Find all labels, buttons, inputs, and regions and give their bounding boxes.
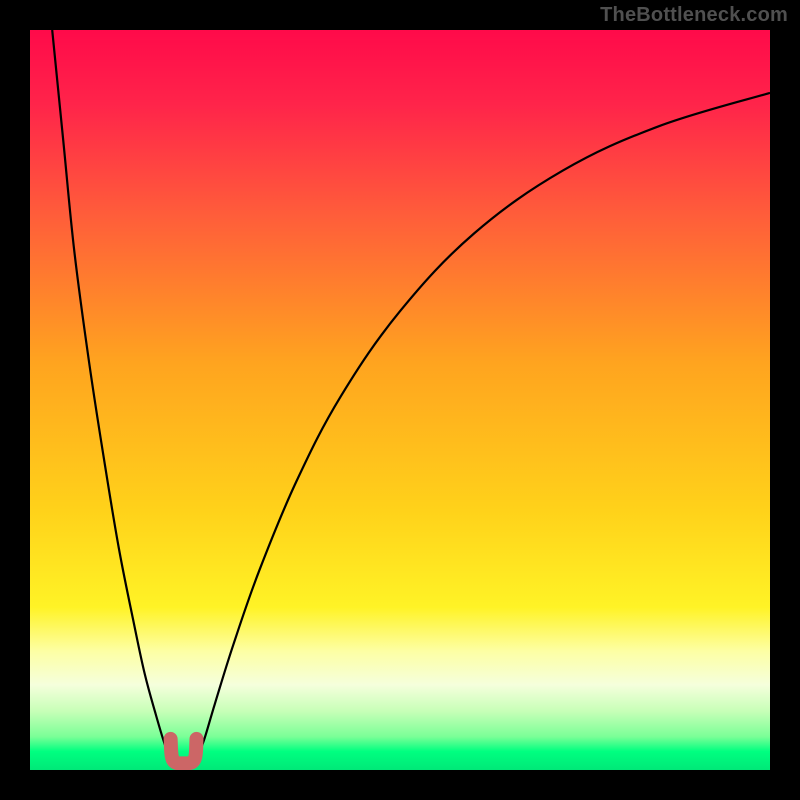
- plot-area: [30, 30, 770, 770]
- watermark-text: TheBottleneck.com: [600, 4, 788, 27]
- chart-container: TheBottleneck.com: [0, 0, 800, 800]
- left-branch-curve: [52, 30, 170, 759]
- bottom-u-marker: [171, 739, 197, 763]
- right-branch-curve: [197, 93, 771, 759]
- curve-layer: [30, 30, 770, 770]
